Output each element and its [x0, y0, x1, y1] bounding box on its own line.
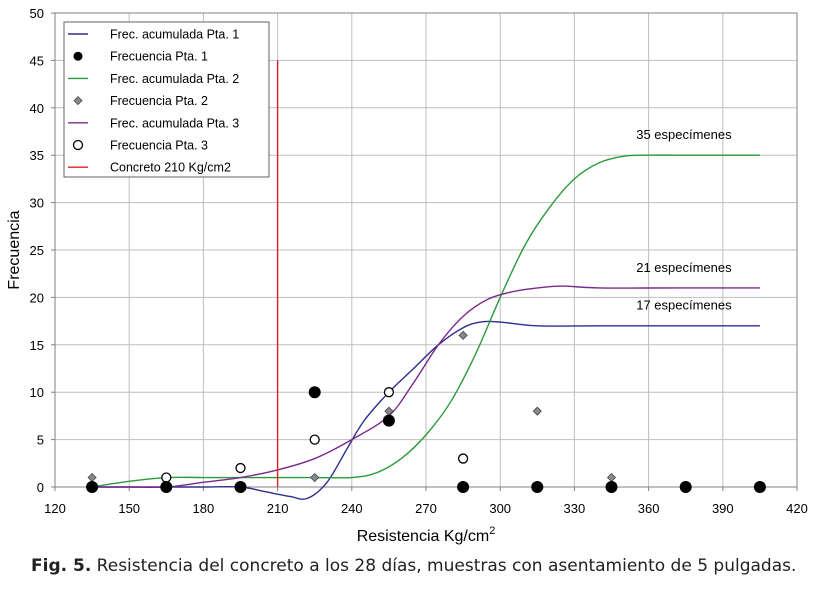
y-tick-label: 30	[30, 196, 44, 211]
point-freq1	[457, 481, 470, 493]
x-tick-label: 270	[415, 501, 437, 516]
caption-text: Fig. 5. Resistencia del concreto a los 2…	[31, 556, 796, 576]
legend: Frec. acumulada Pta. 1 Frecuencia Pta. 1 F…	[63, 21, 270, 178]
point-freq1	[382, 414, 395, 427]
legend-label-concreto: Concreto 210 Kg/cm2	[110, 161, 231, 175]
legend-label-cum1: Frec. acumulada Pta. 1	[110, 28, 239, 42]
point-freq2	[310, 472, 320, 483]
point-freq1	[531, 481, 544, 493]
annotation-label: 17 especímenes	[636, 298, 732, 313]
series-line-cum1	[92, 320, 760, 500]
y-tick-label: 0	[37, 480, 44, 495]
legend-swatch-freq1	[73, 51, 83, 61]
annotation-label: 21 especímenes	[636, 260, 732, 275]
point-freq1	[753, 481, 766, 493]
x-tick-label: 420	[786, 501, 808, 516]
x-tick-label: 150	[118, 501, 140, 516]
legend-label-freq3: Frecuencia Pta. 3	[110, 139, 208, 153]
point-freq3	[161, 472, 172, 483]
y-tick-label: 10	[30, 385, 44, 400]
x-tick-label: 120	[44, 501, 66, 516]
y-tick-label: 20	[30, 290, 44, 305]
y-tick-label: 15	[30, 338, 44, 353]
legend-label-cum2: Frec. acumulada Pta. 2	[110, 72, 239, 86]
legend-label-freq1: Frecuencia Pta. 1	[110, 50, 208, 64]
x-tick-label: 210	[267, 501, 289, 516]
point-freq1	[160, 481, 173, 493]
point-freq3	[457, 453, 469, 464]
grid	[51, 12, 798, 491]
y-axis-label: Frecuencia	[6, 210, 23, 289]
y-tick-label: 25	[30, 243, 44, 258]
point-freq1	[86, 481, 99, 493]
point-freq3	[235, 462, 246, 474]
series-line-cum3	[92, 285, 760, 489]
x-axis-label: Resistencia Kg/cm2	[357, 525, 496, 545]
x-tick-label: 360	[638, 501, 660, 516]
series-lines	[91, 60, 760, 500]
legend-swatch-freq3	[72, 139, 84, 151]
point-freq3	[383, 387, 395, 398]
point-freq1	[308, 386, 321, 399]
annotation-label: 35 especímenes	[636, 127, 732, 142]
x-tick-label: 330	[564, 501, 586, 516]
point-freq3	[309, 434, 320, 445]
y-tick-labels: 0 5 10 15 20 25 30 35 40 45 50	[30, 6, 44, 495]
figure-caption: Fig. 5. Resistencia del concreto a los 2…	[0, 550, 816, 589]
caption-label: Fig. 5.	[31, 556, 92, 576]
legend-box	[63, 21, 270, 178]
x-tick-label: 240	[341, 501, 363, 516]
point-freq1	[679, 481, 692, 493]
x-tick-labels: 120 150 180 210 240 270 300 330 360 390 420	[44, 501, 808, 516]
point-freq1	[234, 481, 247, 493]
point-freq1	[605, 481, 618, 493]
y-tick-label: 40	[30, 101, 44, 116]
series-line-cum2	[91, 154, 760, 488]
point-freq2	[532, 406, 542, 416]
series-markers	[86, 330, 766, 493]
x-tick-label: 180	[193, 501, 215, 516]
y-tick-label: 50	[30, 6, 44, 21]
chart: 120 150 180 210 240 270 300 330 360 390 420 0 5 10 15…	[6, 6, 808, 545]
y-tick-label: 5	[37, 433, 44, 448]
x-tick-label: 300	[489, 501, 511, 516]
legend-label-freq2: Frecuencia Pta. 2	[110, 94, 208, 108]
annotations: 35 especímenes 21 especímenes 17 especímen…	[636, 127, 732, 313]
y-tick-label: 35	[30, 148, 44, 163]
point-freq2	[458, 330, 468, 340]
x-tick-label: 390	[712, 501, 734, 516]
plot-frame	[54, 12, 798, 488]
y-tick-label: 45	[30, 53, 44, 68]
caption-body: Resistencia del concreto a los 28 días, …	[91, 556, 797, 576]
legend-label-cum3: Frec. acumulada Pta. 3	[110, 116, 239, 130]
legend-swatch-freq2	[73, 96, 83, 106]
